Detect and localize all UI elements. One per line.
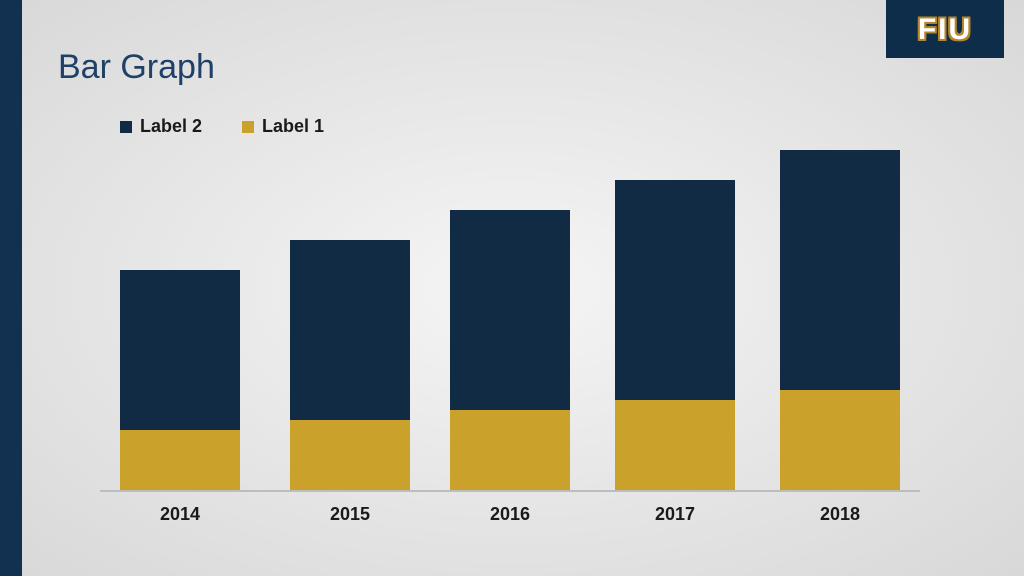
x-axis-label: 2018 <box>780 504 900 525</box>
x-axis-label: 2015 <box>290 504 410 525</box>
x-axis-label: 2016 <box>450 504 570 525</box>
bars-container <box>100 150 920 490</box>
bar-segment <box>780 390 900 490</box>
bar-column <box>120 270 240 490</box>
bar-segment <box>120 270 240 430</box>
x-axis-label: 2017 <box>615 504 735 525</box>
bar-segment <box>615 400 735 490</box>
bar-segment <box>615 180 735 400</box>
x-axis-label: 2014 <box>120 504 240 525</box>
bar-segment <box>290 420 410 490</box>
legend-item-label2: Label 2 <box>120 116 202 137</box>
legend-item-label1: Label 1 <box>242 116 324 137</box>
legend-swatch-icon <box>120 121 132 133</box>
x-axis-labels: 2014 2015 2016 2017 2018 <box>100 504 920 534</box>
bar-segment <box>450 410 570 490</box>
logo-badge: FIU <box>886 0 1004 58</box>
bar-segment <box>290 240 410 420</box>
bar-column <box>615 180 735 490</box>
chart-area <box>100 150 920 490</box>
legend-label: Label 2 <box>140 116 202 137</box>
bar-column <box>290 240 410 490</box>
page-title: Bar Graph <box>58 48 215 87</box>
logo-text: FIU <box>918 13 972 47</box>
legend: Label 2 Label 1 <box>120 116 324 137</box>
bar-segment <box>780 150 900 390</box>
bar-column <box>450 210 570 490</box>
legend-label: Label 1 <box>262 116 324 137</box>
bar-segment <box>120 430 240 490</box>
side-stripe <box>0 0 22 576</box>
legend-swatch-icon <box>242 121 254 133</box>
chart-baseline <box>100 490 920 492</box>
bar-segment <box>450 210 570 410</box>
slide: FIU Bar Graph Label 2 Label 1 2014201520… <box>0 0 1024 576</box>
bar-column <box>780 150 900 490</box>
